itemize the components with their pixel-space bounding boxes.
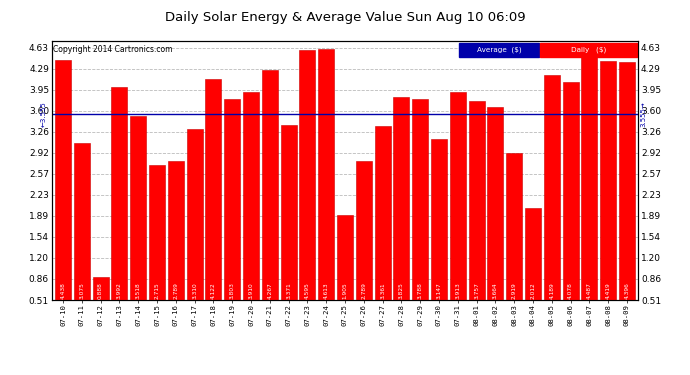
Bar (540, 42, 637, 57)
Bar (544, 75, 560, 300)
Bar (224, 99, 240, 300)
Text: 3.788: 3.788 (417, 282, 423, 299)
Text: 3.913: 3.913 (455, 282, 460, 299)
Bar (92, 277, 108, 300)
Bar (55, 60, 71, 300)
Bar (525, 208, 541, 300)
Bar (412, 99, 428, 300)
Bar (186, 129, 203, 300)
Bar (460, 42, 538, 57)
Text: 1.905: 1.905 (342, 282, 348, 299)
Bar (111, 87, 128, 300)
Text: 4.613: 4.613 (324, 282, 328, 299)
Bar (469, 101, 484, 300)
Bar (506, 153, 522, 300)
Text: 3.910: 3.910 (248, 282, 253, 299)
Text: 4.078: 4.078 (568, 282, 573, 299)
Text: 4.189: 4.189 (549, 282, 554, 299)
Bar (318, 49, 334, 300)
Text: 3.075: 3.075 (79, 282, 84, 299)
Bar (281, 125, 297, 300)
Text: 3.757: 3.757 (474, 282, 479, 299)
Text: 4.419: 4.419 (606, 282, 611, 299)
Text: 3.147: 3.147 (437, 282, 442, 299)
Text: 3.664: 3.664 (493, 282, 498, 299)
Text: 2.012: 2.012 (531, 282, 535, 299)
Text: 4.396: 4.396 (624, 282, 629, 299)
Bar (299, 50, 315, 300)
Bar (600, 61, 616, 300)
Bar (356, 160, 372, 300)
Text: 2.789: 2.789 (362, 282, 366, 299)
Text: 3.825: 3.825 (399, 282, 404, 299)
Bar (168, 160, 184, 300)
Bar (243, 92, 259, 300)
Bar (619, 62, 635, 300)
Bar (149, 165, 165, 300)
Text: 3.992: 3.992 (117, 282, 122, 299)
Text: Copyright 2014 Cartronics.com: Copyright 2014 Cartronics.com (53, 45, 172, 54)
Text: 2.715: 2.715 (155, 282, 159, 299)
Bar (562, 82, 579, 300)
Text: 3.803: 3.803 (230, 282, 235, 299)
Text: Daily   ($): Daily ($) (571, 46, 607, 53)
Text: 4.438: 4.438 (61, 282, 66, 299)
Text: 3.310: 3.310 (192, 282, 197, 299)
Bar (450, 92, 466, 300)
Text: 4.267: 4.267 (267, 282, 273, 299)
Bar (393, 97, 409, 300)
Text: 4.595: 4.595 (305, 282, 310, 299)
Text: Daily Solar Energy & Average Value Sun Aug 10 06:09: Daily Solar Energy & Average Value Sun A… (165, 11, 525, 24)
Text: 3.518: 3.518 (136, 282, 141, 299)
Bar (582, 57, 598, 300)
Text: 3.371: 3.371 (286, 282, 291, 299)
Text: 4.487: 4.487 (587, 282, 592, 299)
Text: 2.919: 2.919 (512, 282, 517, 299)
Text: 4.122: 4.122 (211, 282, 216, 299)
Bar (206, 79, 221, 300)
Bar (487, 107, 504, 300)
Bar (262, 70, 278, 300)
Text: 3.361: 3.361 (380, 282, 385, 299)
Text: 3.555→: 3.555→ (641, 101, 647, 127)
Bar (431, 139, 447, 300)
Bar (130, 116, 146, 300)
Bar (337, 214, 353, 300)
Text: ←3.555: ←3.555 (40, 101, 46, 127)
Bar (375, 126, 391, 300)
Text: 2.789: 2.789 (173, 282, 178, 299)
Bar (74, 143, 90, 300)
Text: Average  ($): Average ($) (477, 46, 521, 53)
Text: 0.888: 0.888 (98, 282, 103, 299)
